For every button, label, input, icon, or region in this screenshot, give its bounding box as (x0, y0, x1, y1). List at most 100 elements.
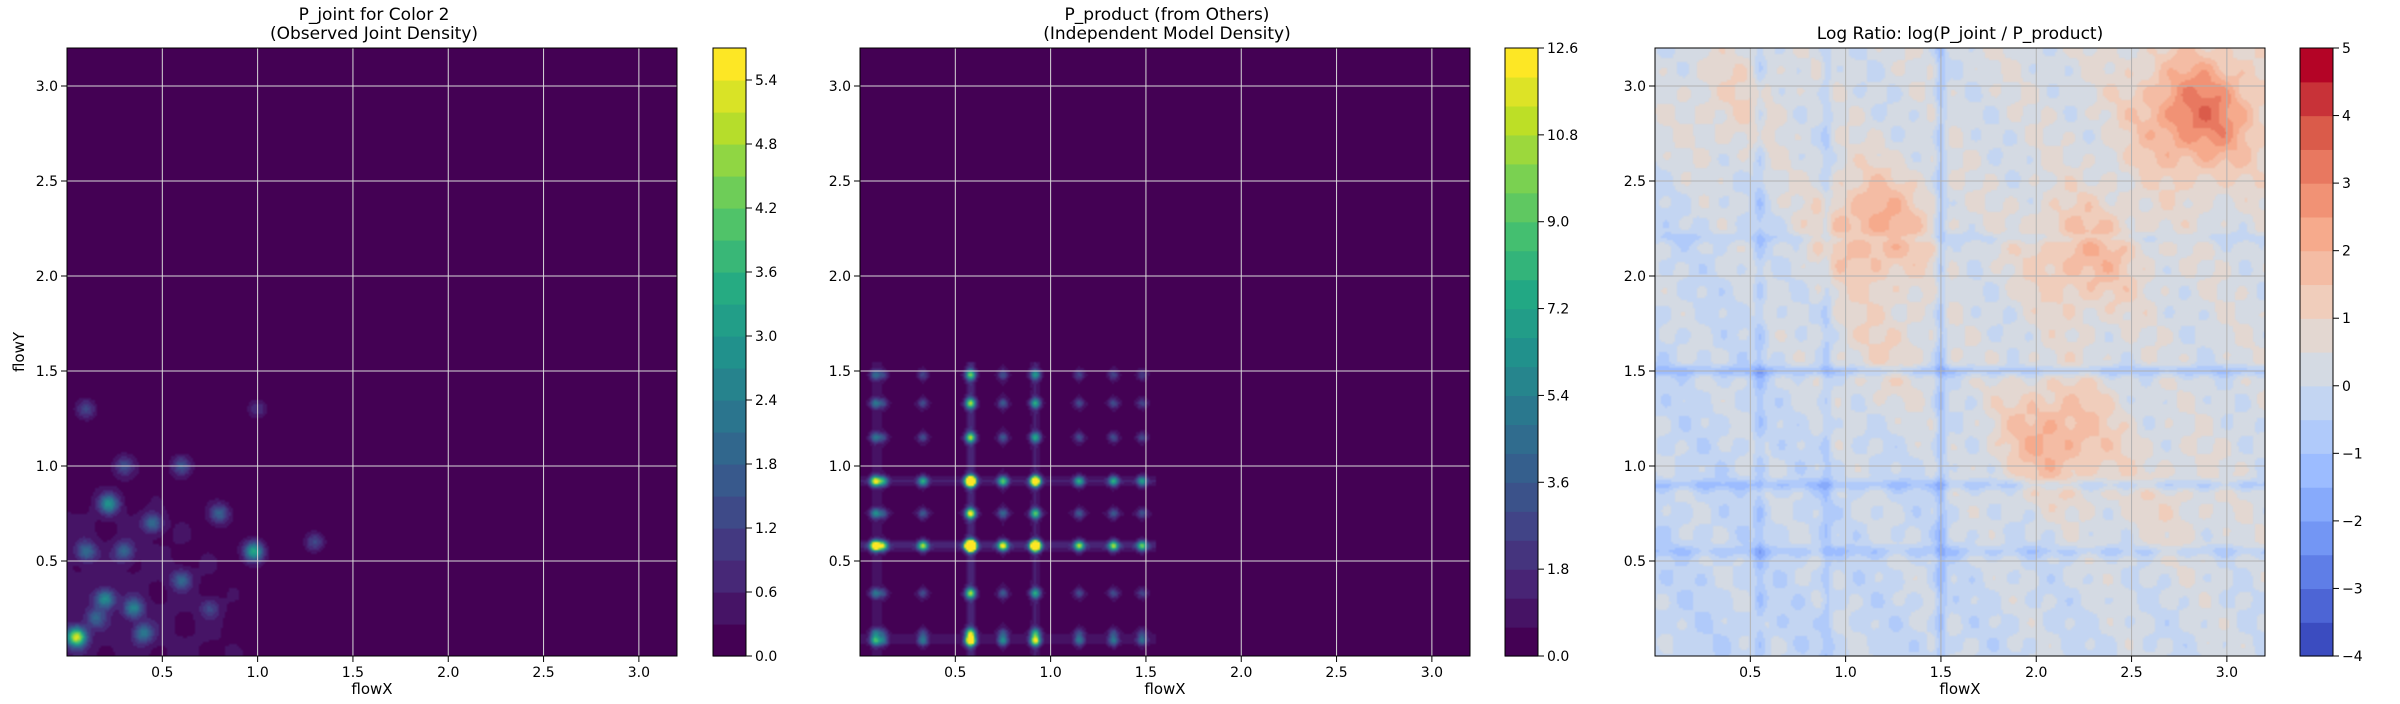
x-tick-label: 1.5 (1930, 665, 1952, 681)
plot-frame (66, 47, 678, 657)
colorbar: −4 −3 −2 −1 0 1 2 3 4 5 (2299, 41, 2363, 665)
colorbar-level (1505, 76, 1538, 107)
colorbar-tick-label: 3 (2342, 176, 2351, 192)
colorbar-level (1505, 308, 1538, 339)
y-axis-label: flowY (10, 331, 28, 372)
colorbar-level (2300, 115, 2333, 150)
plot-frame (1654, 47, 2266, 657)
colorbar-tick-label: 4 (2342, 109, 2351, 125)
panel-log-ratio: Log Ratio: log(P_joint / P_product) 0.5 1… (1624, 24, 2363, 698)
colorbar-level (713, 592, 746, 625)
y-tick-label: 1.0 (829, 459, 851, 475)
colorbar-tick-label: 0.0 (1547, 649, 1569, 665)
panel-title-line1: P_joint for Color 2 (299, 5, 450, 25)
colorbar-level (1505, 569, 1538, 599)
colorbar-level (2300, 622, 2333, 657)
x-ticks: 0.5 1.0 1.5 2.0 2.5 3.0 (151, 656, 650, 681)
heatmap-image (1655, 48, 2265, 656)
colorbar-level (2300, 487, 2333, 522)
colorbar-tick-label: 0.6 (755, 585, 777, 601)
colorbar-frame (1504, 47, 1539, 657)
colorbar-tick-label: 5.4 (1547, 388, 1569, 404)
colorbar-level (713, 112, 746, 145)
colorbar-level (2300, 588, 2333, 623)
colorbar-level (2300, 385, 2333, 421)
colorbar-level (1505, 163, 1538, 194)
x-tick-label: 1.0 (1834, 665, 1856, 681)
x-tick-label: 1.5 (1135, 665, 1157, 681)
colorbar-level (2300, 554, 2333, 590)
x-axis-label: flowX (351, 680, 392, 698)
x-axis-label: flowX (1144, 680, 1185, 698)
x-ticks: 0.5 1.0 1.5 2.0 2.5 3.0 (1739, 656, 2238, 681)
gridlines (1655, 48, 2265, 656)
colorbar-level (713, 304, 746, 337)
colorbar-tick-label: 0.0 (755, 649, 777, 665)
colorbar-level (2300, 352, 2333, 387)
y-tick-label: 0.5 (829, 554, 851, 570)
colorbar-tick-label: 3.6 (1547, 475, 1569, 491)
colorbar-tick-label: 5.4 (755, 73, 777, 89)
colorbar-level (2300, 149, 2333, 184)
colorbar-level (713, 464, 746, 497)
x-axis-label: flowX (1939, 680, 1980, 698)
colorbar-level (2300, 419, 2333, 454)
colorbar-level (1505, 511, 1538, 541)
y-tick-label: 1.5 (829, 364, 851, 380)
y-tick-label: 0.5 (36, 554, 58, 570)
x-tick-label: 2.0 (2025, 665, 2047, 681)
colorbar-tick-label: 1.8 (755, 457, 777, 473)
y-tick-label: 2.0 (36, 269, 58, 285)
colorbar-level (713, 368, 746, 401)
panel-joint-density: P_joint for Color 2 (Observed Joint Dens… (10, 5, 777, 698)
colorbar-tick-label: 4.8 (755, 137, 777, 153)
colorbar-level (713, 208, 746, 241)
colorbar-tick-label: −4 (2342, 649, 2363, 665)
plot-frame (859, 47, 1471, 657)
colorbar-tick-label: −3 (2342, 581, 2363, 597)
colorbar-level (1505, 48, 1538, 78)
y-tick-label: 3.0 (36, 79, 58, 95)
colorbar-tick-label: 1.8 (1547, 562, 1569, 578)
colorbar-tick-label: 2 (2342, 244, 2351, 260)
colorbar-level (1505, 395, 1538, 425)
colorbar-level (1505, 453, 1538, 483)
x-tick-label: 0.5 (944, 665, 966, 681)
colorbar-level (2300, 453, 2333, 488)
colorbar-tick-label: 0 (2342, 379, 2351, 395)
colorbar-level (2300, 318, 2333, 353)
x-tick-label: 2.0 (1230, 665, 1252, 681)
colorbar-level (2300, 183, 2333, 218)
colorbar-level (713, 176, 746, 209)
y-ticks: 0.5 1.0 1.5 2.0 2.5 3.0 (36, 79, 67, 570)
x-tick-label: 3.0 (1421, 665, 1443, 681)
colorbar-tick-label: 7.2 (1547, 302, 1569, 318)
colorbar-level (713, 528, 746, 561)
panel-title-line2: (Observed Joint Density) (270, 24, 478, 44)
colorbar-level (1505, 598, 1538, 628)
gridlines (860, 48, 1470, 656)
x-tick-label: 2.0 (437, 665, 459, 681)
x-tick-label: 0.5 (151, 665, 173, 681)
y-tick-label: 2.0 (829, 269, 851, 285)
colorbar-level (713, 272, 746, 305)
x-ticks: 0.5 1.0 1.5 2.0 2.5 3.0 (944, 656, 1443, 681)
panel-title-line1: Log Ratio: log(P_joint / P_product) (1817, 24, 2103, 44)
heatmap-image (67, 48, 677, 656)
y-tick-label: 2.5 (1624, 174, 1646, 190)
y-tick-label: 2.5 (829, 174, 851, 190)
panel-product-density: P_product (from Others) (Independent Mod… (829, 5, 1579, 698)
colorbar-level (1505, 221, 1538, 252)
colorbar-level (713, 80, 746, 113)
colorbar-level (1505, 105, 1538, 136)
x-tick-label: 3.0 (2216, 665, 2238, 681)
y-ticks: 0.5 1.0 1.5 2.0 2.5 3.0 (1624, 79, 1655, 570)
colorbar-level (713, 432, 746, 465)
y-tick-label: 1.0 (36, 459, 58, 475)
y-tick-label: 0.5 (1624, 554, 1646, 570)
colorbar-level (1505, 424, 1538, 454)
colorbar-level (713, 624, 746, 657)
colorbar-tick-label: 5 (2342, 41, 2351, 57)
y-tick-label: 1.5 (36, 364, 58, 380)
colorbar-tick-label: 10.8 (1547, 128, 1578, 144)
